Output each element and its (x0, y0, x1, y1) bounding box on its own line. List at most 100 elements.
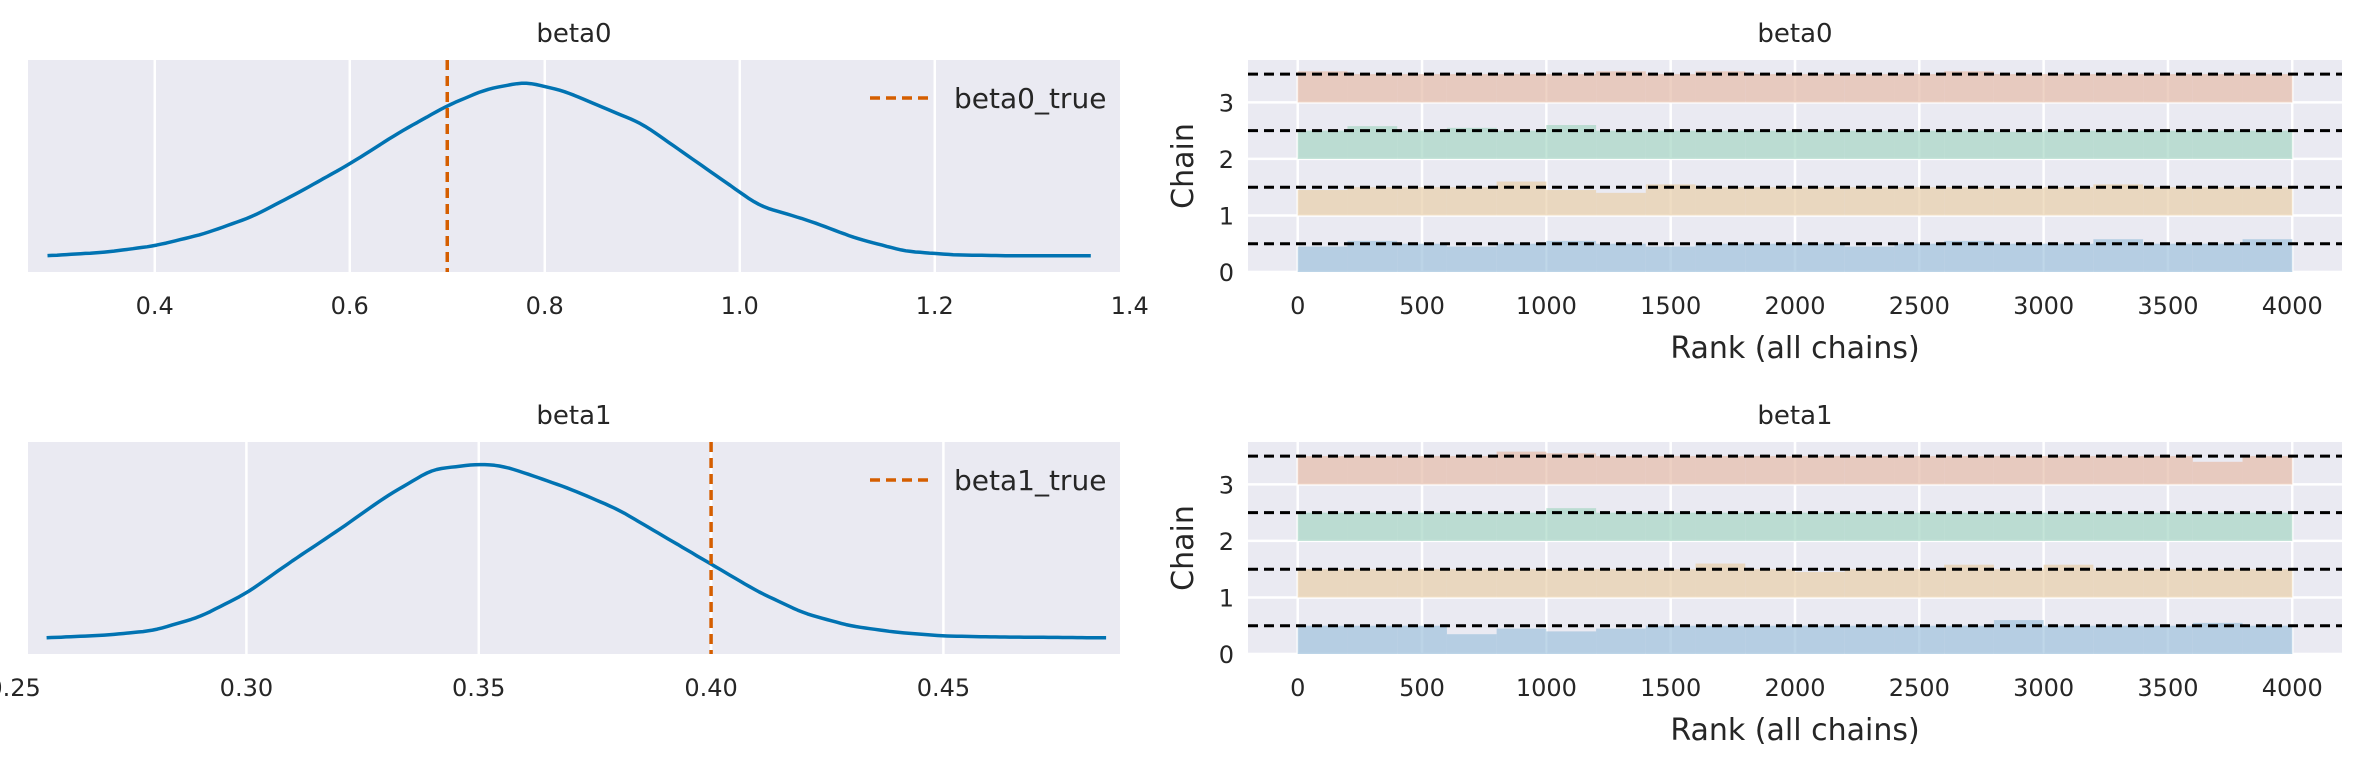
rank-bar (1347, 126, 1398, 159)
rank-bar (1795, 625, 1845, 654)
rank-bar (1446, 634, 1497, 654)
rank-bar (1347, 512, 1398, 541)
rank-bar (1645, 74, 1696, 103)
rank-bar (1596, 628, 1646, 654)
x-tick-label: 4000 (2262, 292, 2323, 320)
rank-bar (1496, 628, 1547, 654)
rank-bar (1397, 456, 1447, 485)
density-curve (46, 462, 1107, 640)
rank-bar (1645, 625, 1696, 654)
rank-bar (2242, 130, 2293, 159)
rank-bar (1397, 569, 1447, 598)
x-tick-label: 1.0 (721, 292, 759, 320)
rank-bar (1347, 456, 1398, 485)
rank-bar (1645, 512, 1696, 541)
rank-bar (1795, 456, 1845, 485)
rank-bar (1795, 243, 1845, 272)
rank-bar (2192, 622, 2243, 654)
rank-bar (1894, 130, 1945, 159)
x-tick-label: 1000 (1516, 292, 1577, 320)
rank-bar (1446, 246, 1497, 272)
rank-bar (1446, 187, 1497, 216)
rank-bar (2242, 74, 2293, 103)
y-axis-label: Chain (1166, 123, 1201, 209)
rank-bar (1397, 187, 1447, 216)
rank-bar (1297, 569, 1348, 598)
x-tick-label: 3000 (2013, 674, 2074, 702)
rank-bar (1645, 456, 1696, 485)
rank-bar (1745, 187, 1795, 216)
y-tick-label: 0 (1219, 641, 1234, 669)
rank-bar (1993, 569, 2044, 598)
legend-label: beta1_true (954, 464, 1106, 497)
x-tick-label: 3500 (2137, 292, 2198, 320)
rank-bar (1944, 187, 1994, 216)
rank-bar (1347, 187, 1398, 216)
rank-bar (2093, 569, 2144, 598)
rank-bar (2043, 456, 2094, 485)
rank-bar (1446, 74, 1497, 103)
rank-bar (1745, 569, 1795, 598)
y-tick-label: 1 (1219, 584, 1234, 612)
rank-bar (1844, 625, 1895, 654)
rank-bar (1446, 569, 1497, 598)
rank-bar (1944, 130, 1994, 159)
rank-bar (1645, 184, 1696, 216)
rank-bar (1297, 246, 1348, 272)
rank-bar (1596, 71, 1646, 103)
x-tick-label: 1.4 (1111, 292, 1149, 320)
rank-bar (2242, 625, 2293, 654)
rank-bar (1745, 456, 1795, 485)
rank-bar (1894, 569, 1945, 598)
rank-bar (1745, 74, 1795, 103)
rank-bar (1397, 243, 1447, 272)
rank-bar (2093, 130, 2144, 159)
panel-title: beta1 (1757, 401, 1832, 431)
rank-bar (2143, 512, 2193, 541)
x-tick-label: 0.45 (917, 674, 970, 702)
y-tick-label: 2 (1219, 146, 1234, 174)
rank-bar (2192, 187, 2243, 216)
rank-bar (2242, 569, 2293, 598)
rank-bar (1645, 130, 1696, 159)
rank-bar (1844, 456, 1895, 485)
rank-bar (1297, 512, 1348, 541)
y-axis-label: Chain (1166, 505, 1201, 591)
rank-bar (1496, 243, 1547, 272)
rank-bar (2192, 461, 2243, 485)
rank-bar (2242, 239, 2293, 272)
rank-bar (1795, 572, 1845, 598)
rank-bar (1546, 74, 1597, 103)
rank-bar (1546, 631, 1597, 654)
rank-bar (1745, 243, 1795, 272)
density-curve (47, 81, 1091, 258)
rank-bar (1645, 246, 1696, 272)
rank-bar (1894, 512, 1945, 541)
rank-bar (1297, 625, 1348, 654)
x-tick-label: 3000 (2013, 292, 2074, 320)
rank-bar (1944, 71, 1994, 103)
rank-bar (1844, 569, 1895, 598)
rank-bar (1347, 569, 1398, 598)
rank-bar (1993, 512, 2044, 541)
rank-bar (1993, 131, 2044, 159)
rank-bar (1397, 625, 1447, 654)
rank-bar (2043, 130, 2094, 159)
rank-bar (1894, 187, 1945, 216)
x-tick-label: 2500 (1889, 674, 1950, 702)
rank-bar (1944, 456, 1994, 485)
x-tick-label: 0.8 (526, 292, 564, 320)
rank-bar (2192, 74, 2243, 103)
rank-bar (1297, 71, 1348, 103)
rank-bar (1397, 74, 1447, 103)
rank-bar (2043, 512, 2094, 541)
rank-bar (1993, 456, 2044, 485)
rank-bar (1446, 512, 1497, 541)
y-tick-label: 3 (1219, 89, 1234, 117)
x-tick-label: 0.35 (452, 674, 505, 702)
rank-bar (1297, 456, 1348, 485)
rank-bar (1297, 130, 1348, 159)
x-axis-label: Rank (all chains) (1670, 713, 1919, 748)
y-tick-label: 0 (1219, 259, 1234, 287)
rank-bar (1347, 625, 1398, 654)
